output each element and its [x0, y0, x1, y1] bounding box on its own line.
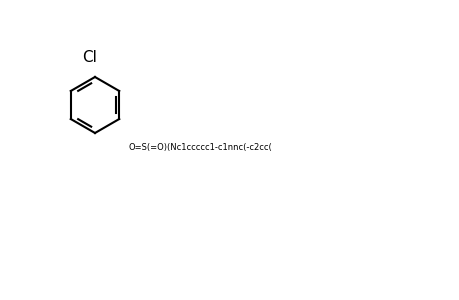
Text: Cl: Cl [82, 50, 97, 65]
Text: O=S(=O)(Nc1ccccc1-c1nnc(-c2cc(: O=S(=O)(Nc1ccccc1-c1nnc(-c2cc( [128, 143, 271, 152]
